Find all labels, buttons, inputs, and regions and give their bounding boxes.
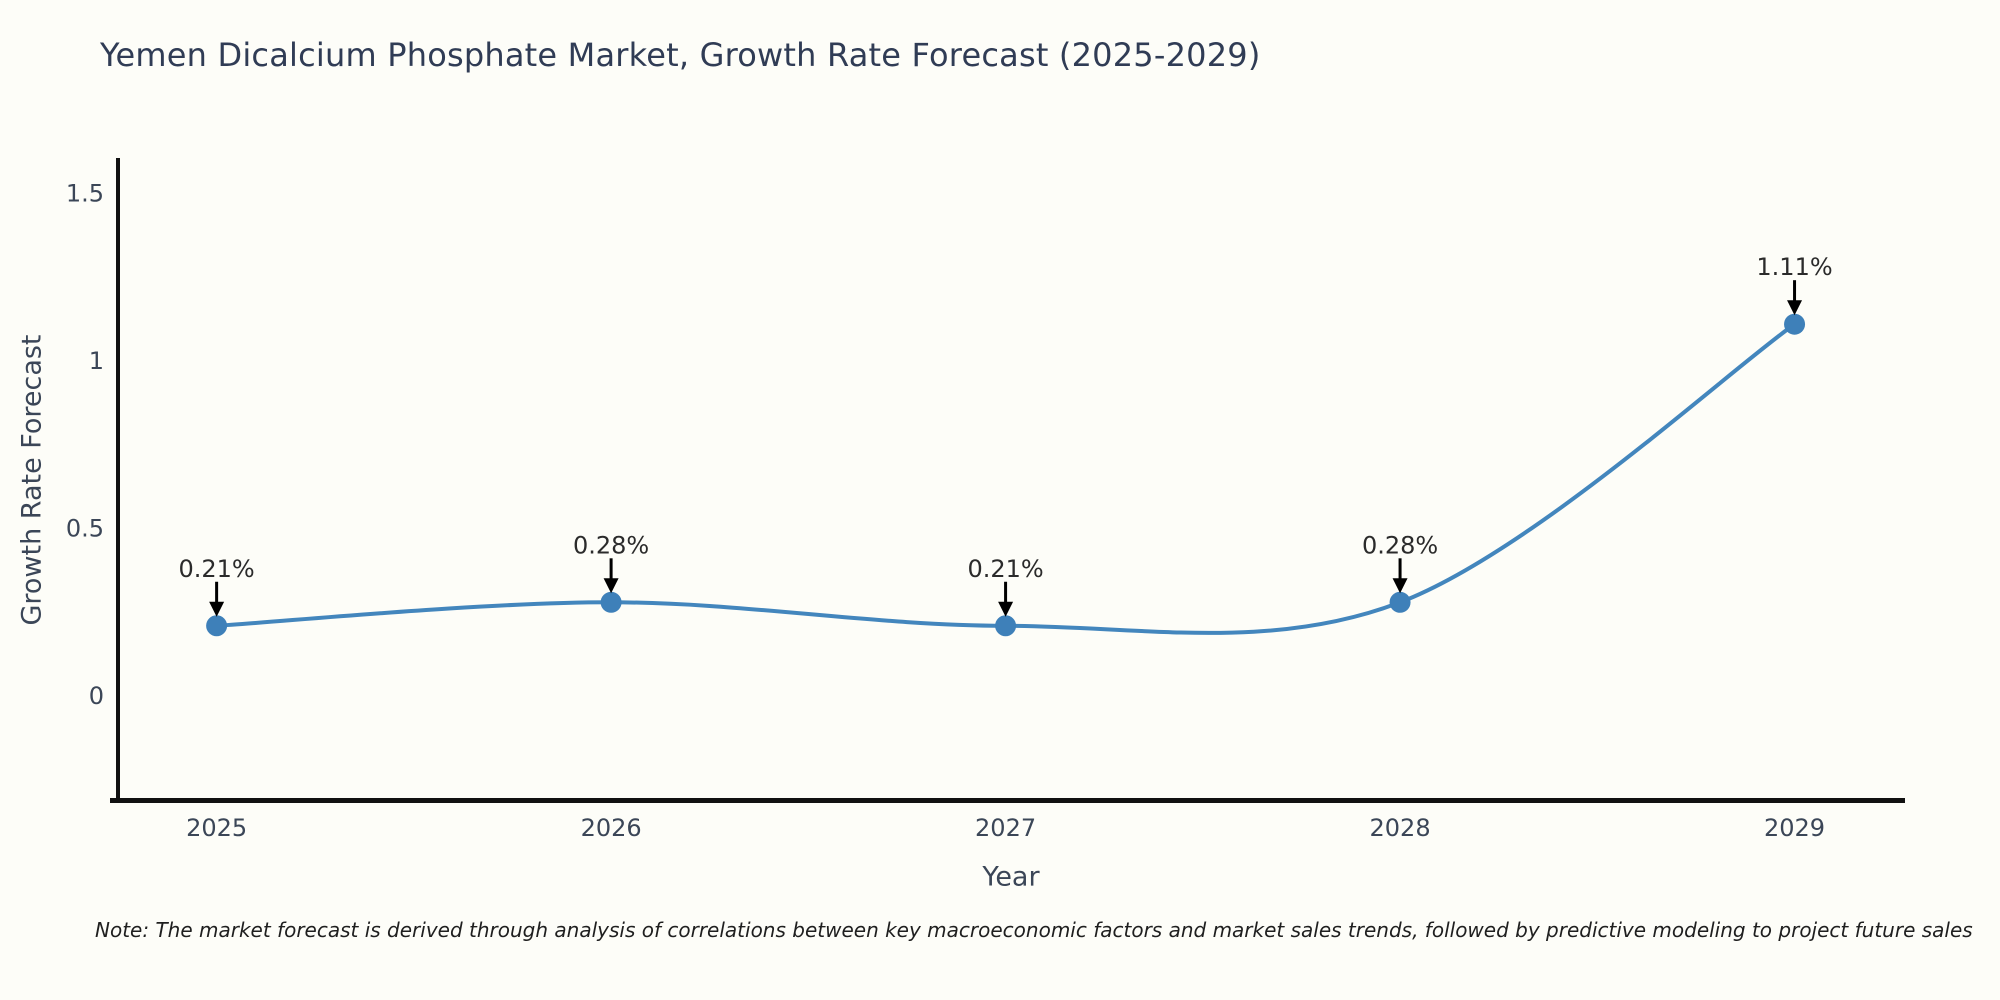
data-point-2028 [1389,591,1411,613]
annotation-arrowhead-icon [209,601,225,617]
chart-title: Yemen Dicalcium Phosphate Market, Growth… [100,36,1261,74]
x-axis-title: Year [982,861,1040,893]
annotation-arrowhead-icon [1787,300,1803,316]
y-tick-label: 1.5 [66,180,104,208]
point-annotation-label: 0.21% [178,555,254,583]
trend-line [216,322,1796,635]
point-annotation-label: 0.28% [573,531,649,559]
footnote-text: Note: The market forecast is derived thr… [95,918,1973,942]
y-tick-label: 0.5 [66,515,104,543]
x-tick-label: 2025 [186,814,247,842]
y-tick-label: 1 [89,347,104,375]
x-tick-label: 2028 [1370,814,1431,842]
point-annotation-label: 0.21% [967,555,1043,583]
point-annotation-label: 0.28% [1362,531,1438,559]
annotation-arrowhead-icon [603,578,619,594]
data-point-2025 [206,615,228,637]
x-tick-label: 2029 [1764,814,1825,842]
point-annotation-label: 1.11% [1756,253,1832,281]
x-tick-label: 2026 [581,814,642,842]
x-tick-label: 2027 [975,814,1036,842]
annotation-arrowhead-icon [998,601,1014,617]
x-axis-spine [110,798,1905,803]
y-axis-spine [116,158,120,802]
annotation-arrowhead-icon [1392,578,1408,594]
y-tick-label: 0 [89,682,104,710]
data-point-2027 [995,615,1017,637]
data-point-2026 [600,591,622,613]
data-point-2029 [1784,313,1806,335]
